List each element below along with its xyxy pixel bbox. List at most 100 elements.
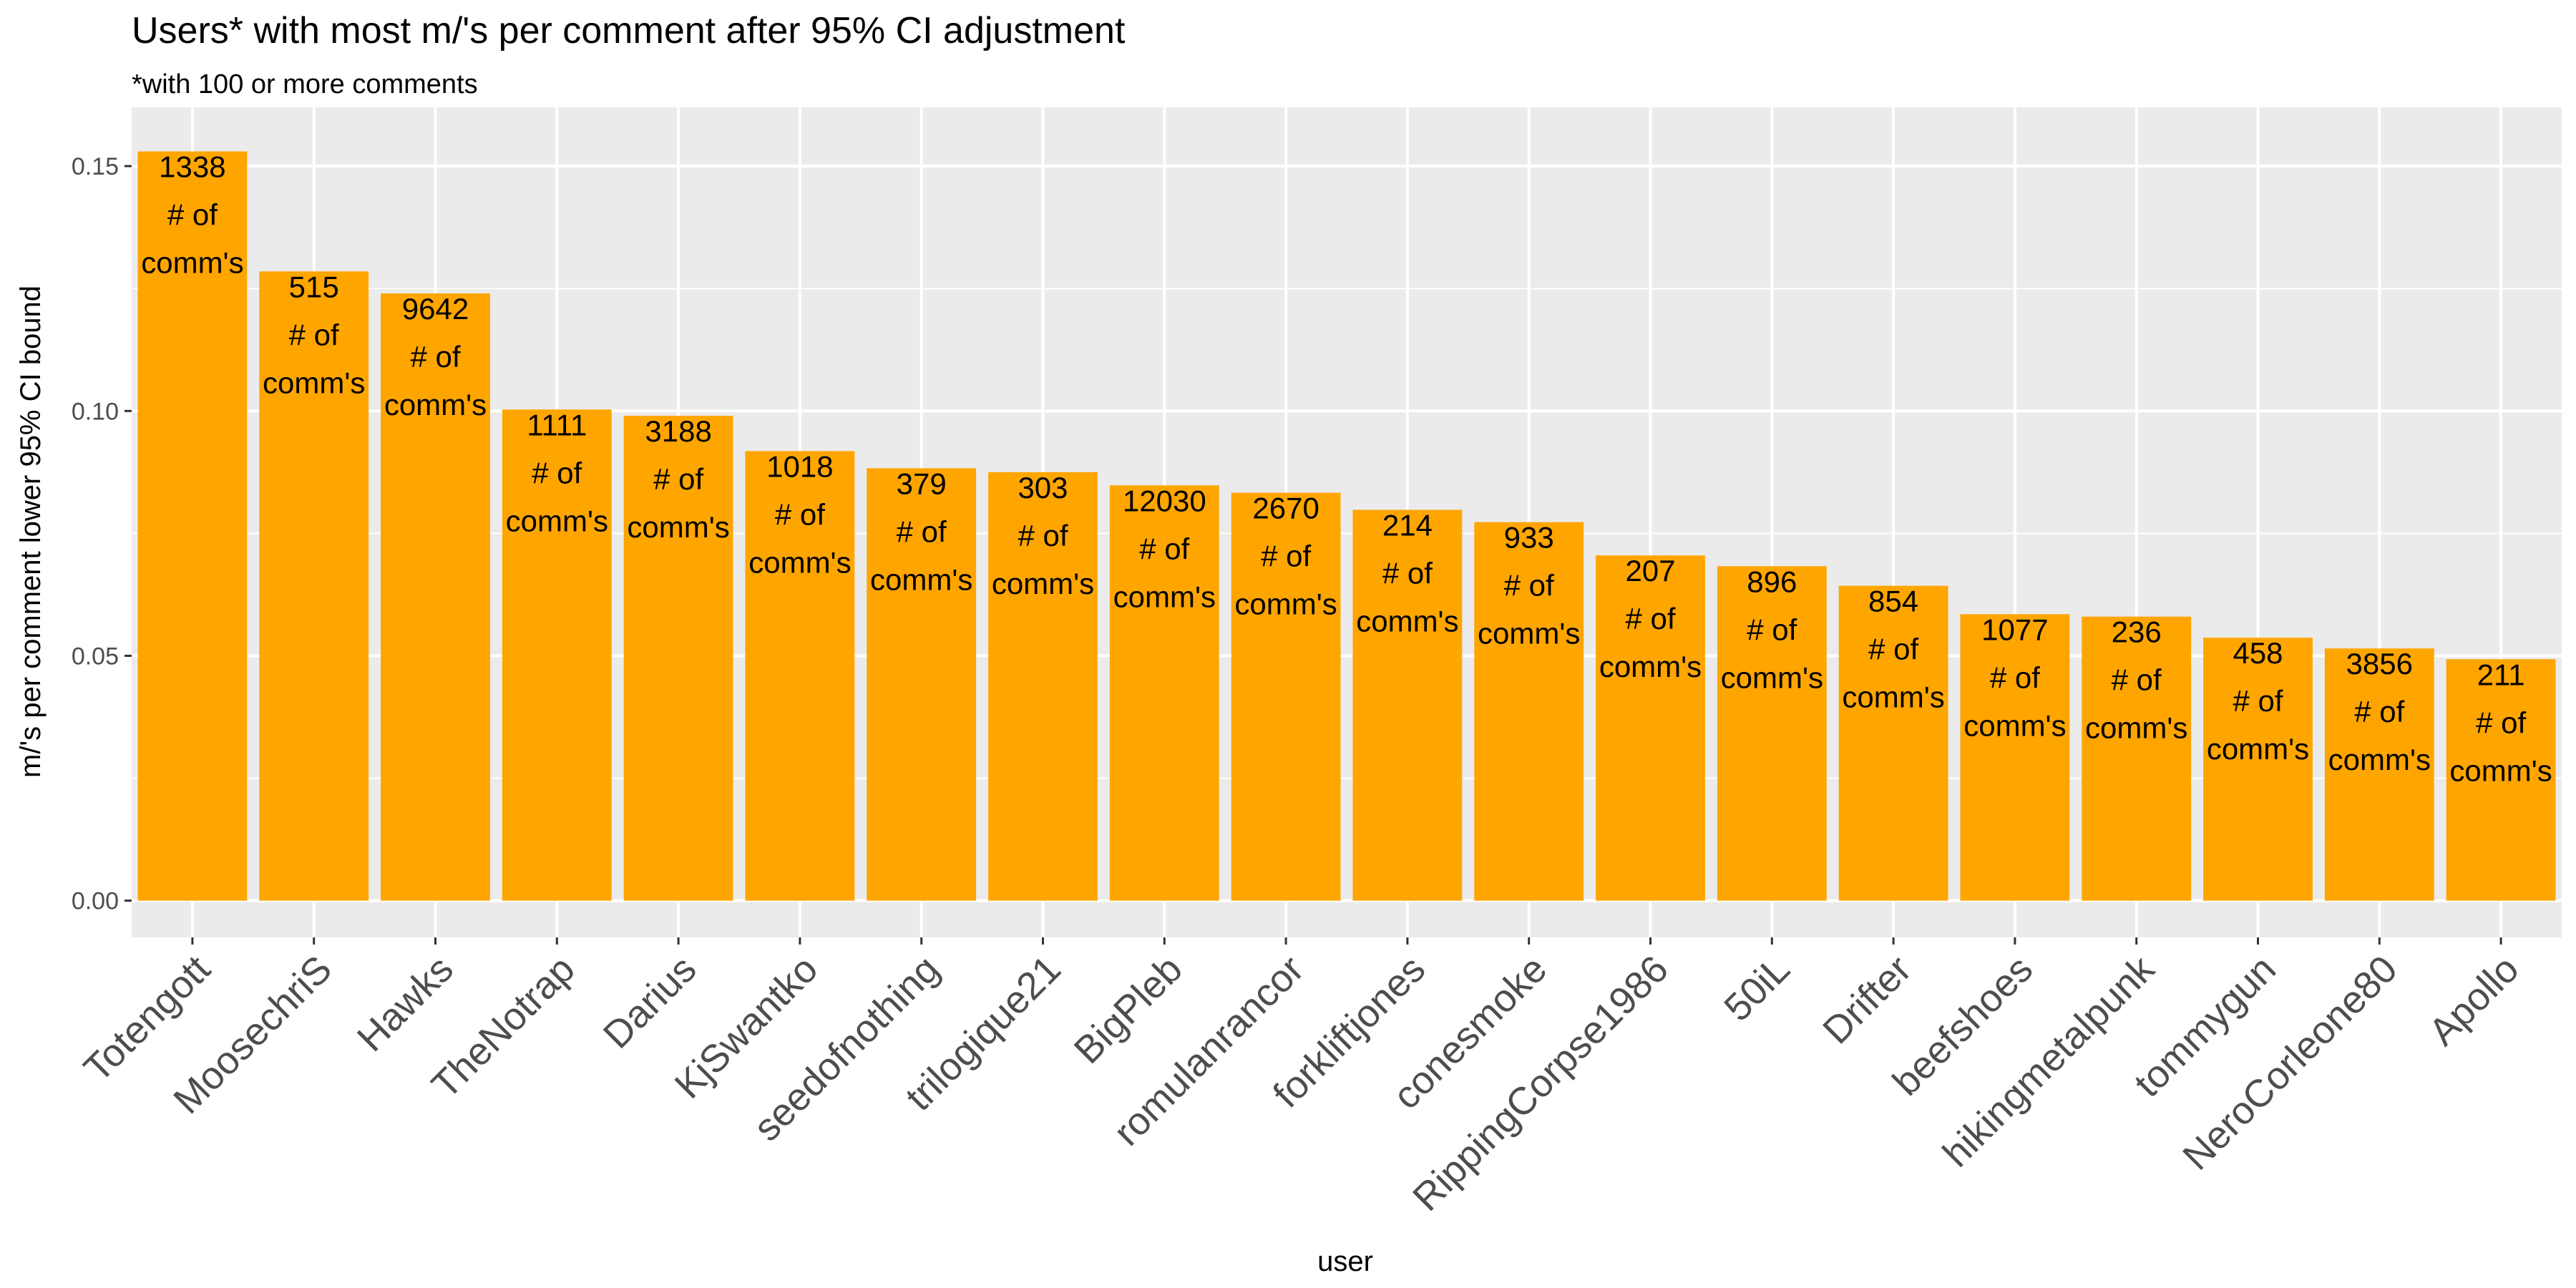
bar-value-label: 3856 xyxy=(2346,647,2413,680)
y-tick-label: 0.10 xyxy=(72,398,119,425)
bar-value-label: # of xyxy=(2476,706,2526,739)
bar-value-label: 207 xyxy=(1625,554,1675,587)
bar xyxy=(1231,492,1341,901)
bar xyxy=(2203,638,2313,901)
y-axis-title: m/'s per comment lower 95% CI bound xyxy=(15,286,47,778)
bar-value-label: # of xyxy=(289,318,339,351)
bar xyxy=(1474,522,1584,901)
bar-value-label: comm's xyxy=(2449,753,2552,787)
bar-value-label: comm's xyxy=(1478,617,1580,650)
bar-value-label: 1018 xyxy=(766,449,833,483)
bar xyxy=(1109,485,1219,901)
x-tick-label: Darius xyxy=(595,947,705,1057)
bar-value-label: # of xyxy=(1382,557,1433,590)
bar-value-label: comm's xyxy=(2085,711,2187,745)
bar-value-label: comm's xyxy=(1963,708,2066,742)
bar xyxy=(1596,555,1705,901)
x-tick-label: Drifter xyxy=(1815,947,1919,1052)
bar-value-label: comm's xyxy=(1234,587,1337,621)
x-tick-label: Hawks xyxy=(349,947,462,1060)
bar-value-label: # of xyxy=(1868,633,1918,666)
bar xyxy=(1838,585,1948,901)
bar-value-label: # of xyxy=(653,462,703,496)
bar-value-label: comm's xyxy=(1721,660,1823,694)
bar-value-label: # of xyxy=(897,514,947,548)
bar-value-label: 303 xyxy=(1018,471,1068,504)
bar-value-label: comm's xyxy=(627,510,729,544)
bar-value-label: comm's xyxy=(748,545,851,579)
bar-value-label: 2670 xyxy=(1252,492,1319,525)
bar-value-label: comm's xyxy=(1842,680,1944,714)
bar-value-label: # of xyxy=(410,340,460,374)
y-tick-label: 0.15 xyxy=(72,153,119,180)
bar-value-label: 379 xyxy=(897,467,947,500)
bar-value-label: # of xyxy=(1625,602,1675,635)
x-tick-label: 50iL xyxy=(1716,947,1798,1030)
bar-value-label: # of xyxy=(1018,519,1068,552)
x-tick-label: BigPleb xyxy=(1066,947,1191,1072)
bar-value-label: 12030 xyxy=(1123,484,1206,517)
bar-value-label: # of xyxy=(1139,532,1189,565)
bar-labels: 1338 # of comm's 515 # of comm's 9642 # of comm'… xyxy=(141,150,2552,788)
bar-value-label: comm's xyxy=(506,504,608,537)
bar-value-label: 9642 xyxy=(402,292,469,326)
x-tick-label: hikingmetalpunk xyxy=(1935,947,2163,1175)
x-axis-title: user xyxy=(1317,1246,1373,1277)
x-tick-label: NeroCorleone80 xyxy=(2175,947,2406,1179)
bar-value-label: # of xyxy=(775,497,825,531)
bar-value-label: # of xyxy=(2112,663,2162,697)
bar-value-label: comm's xyxy=(1356,605,1458,638)
bar-value-label: # of xyxy=(1504,569,1554,602)
bar-value-label: comm's xyxy=(2328,743,2431,776)
bar-value-label: 896 xyxy=(1747,565,1797,598)
bar-value-label: # of xyxy=(167,198,218,232)
bar-value-label: 515 xyxy=(289,270,339,303)
bars xyxy=(137,151,2556,901)
bar-value-label: comm's xyxy=(992,567,1094,600)
bar xyxy=(137,151,248,901)
bar-value-label: comm's xyxy=(2207,732,2309,766)
bar xyxy=(745,451,855,901)
bar-value-label: comm's xyxy=(1599,650,1702,683)
bar-value-label: 3188 xyxy=(645,414,711,448)
bar-value-label: # of xyxy=(2354,695,2404,728)
bar xyxy=(381,293,490,901)
bar-value-label: 214 xyxy=(1382,509,1433,542)
bar-value-label: comm's xyxy=(263,366,365,399)
bar-value-label: 1077 xyxy=(1981,613,2048,646)
bar-value-label: 1111 xyxy=(527,408,587,441)
bar-value-label: # of xyxy=(1747,613,1797,646)
bar-value-label: comm's xyxy=(1113,580,1216,613)
bar xyxy=(1960,614,2070,901)
bar-value-label: 933 xyxy=(1504,521,1554,555)
bar-value-label: 458 xyxy=(2233,636,2283,670)
x-tick-label: Apollo xyxy=(2421,947,2527,1054)
chart-subtitle: *with 100 or more comments xyxy=(132,69,478,99)
bar xyxy=(1717,566,1827,901)
bar xyxy=(502,409,612,901)
bar-value-label: # of xyxy=(1261,540,1311,573)
bar-value-label: comm's xyxy=(141,246,243,280)
bar-value-label: # of xyxy=(532,456,582,489)
bar-value-label: # of xyxy=(2233,684,2283,718)
bar xyxy=(2082,616,2192,901)
bar-value-label: comm's xyxy=(870,562,972,596)
bar-value-label: # of xyxy=(1990,660,2040,694)
y-tick-label: 0.05 xyxy=(72,643,119,670)
bar-value-label: 1338 xyxy=(159,150,225,184)
bar-value-label: 236 xyxy=(2112,615,2162,649)
chart-title: Users* with most m/'s per comment after … xyxy=(132,10,1126,52)
bar-value-label: 854 xyxy=(1868,585,1918,618)
bar-value-label: 211 xyxy=(2477,658,2525,691)
bar xyxy=(2446,659,2556,901)
bar xyxy=(259,271,369,901)
y-tick-label: 0.00 xyxy=(72,888,119,915)
bar xyxy=(1352,509,1463,901)
bar xyxy=(988,472,1098,901)
bar xyxy=(867,468,977,901)
bar xyxy=(2324,648,2434,901)
bar-value-label: comm's xyxy=(384,388,487,421)
plot-panel xyxy=(132,107,2562,937)
